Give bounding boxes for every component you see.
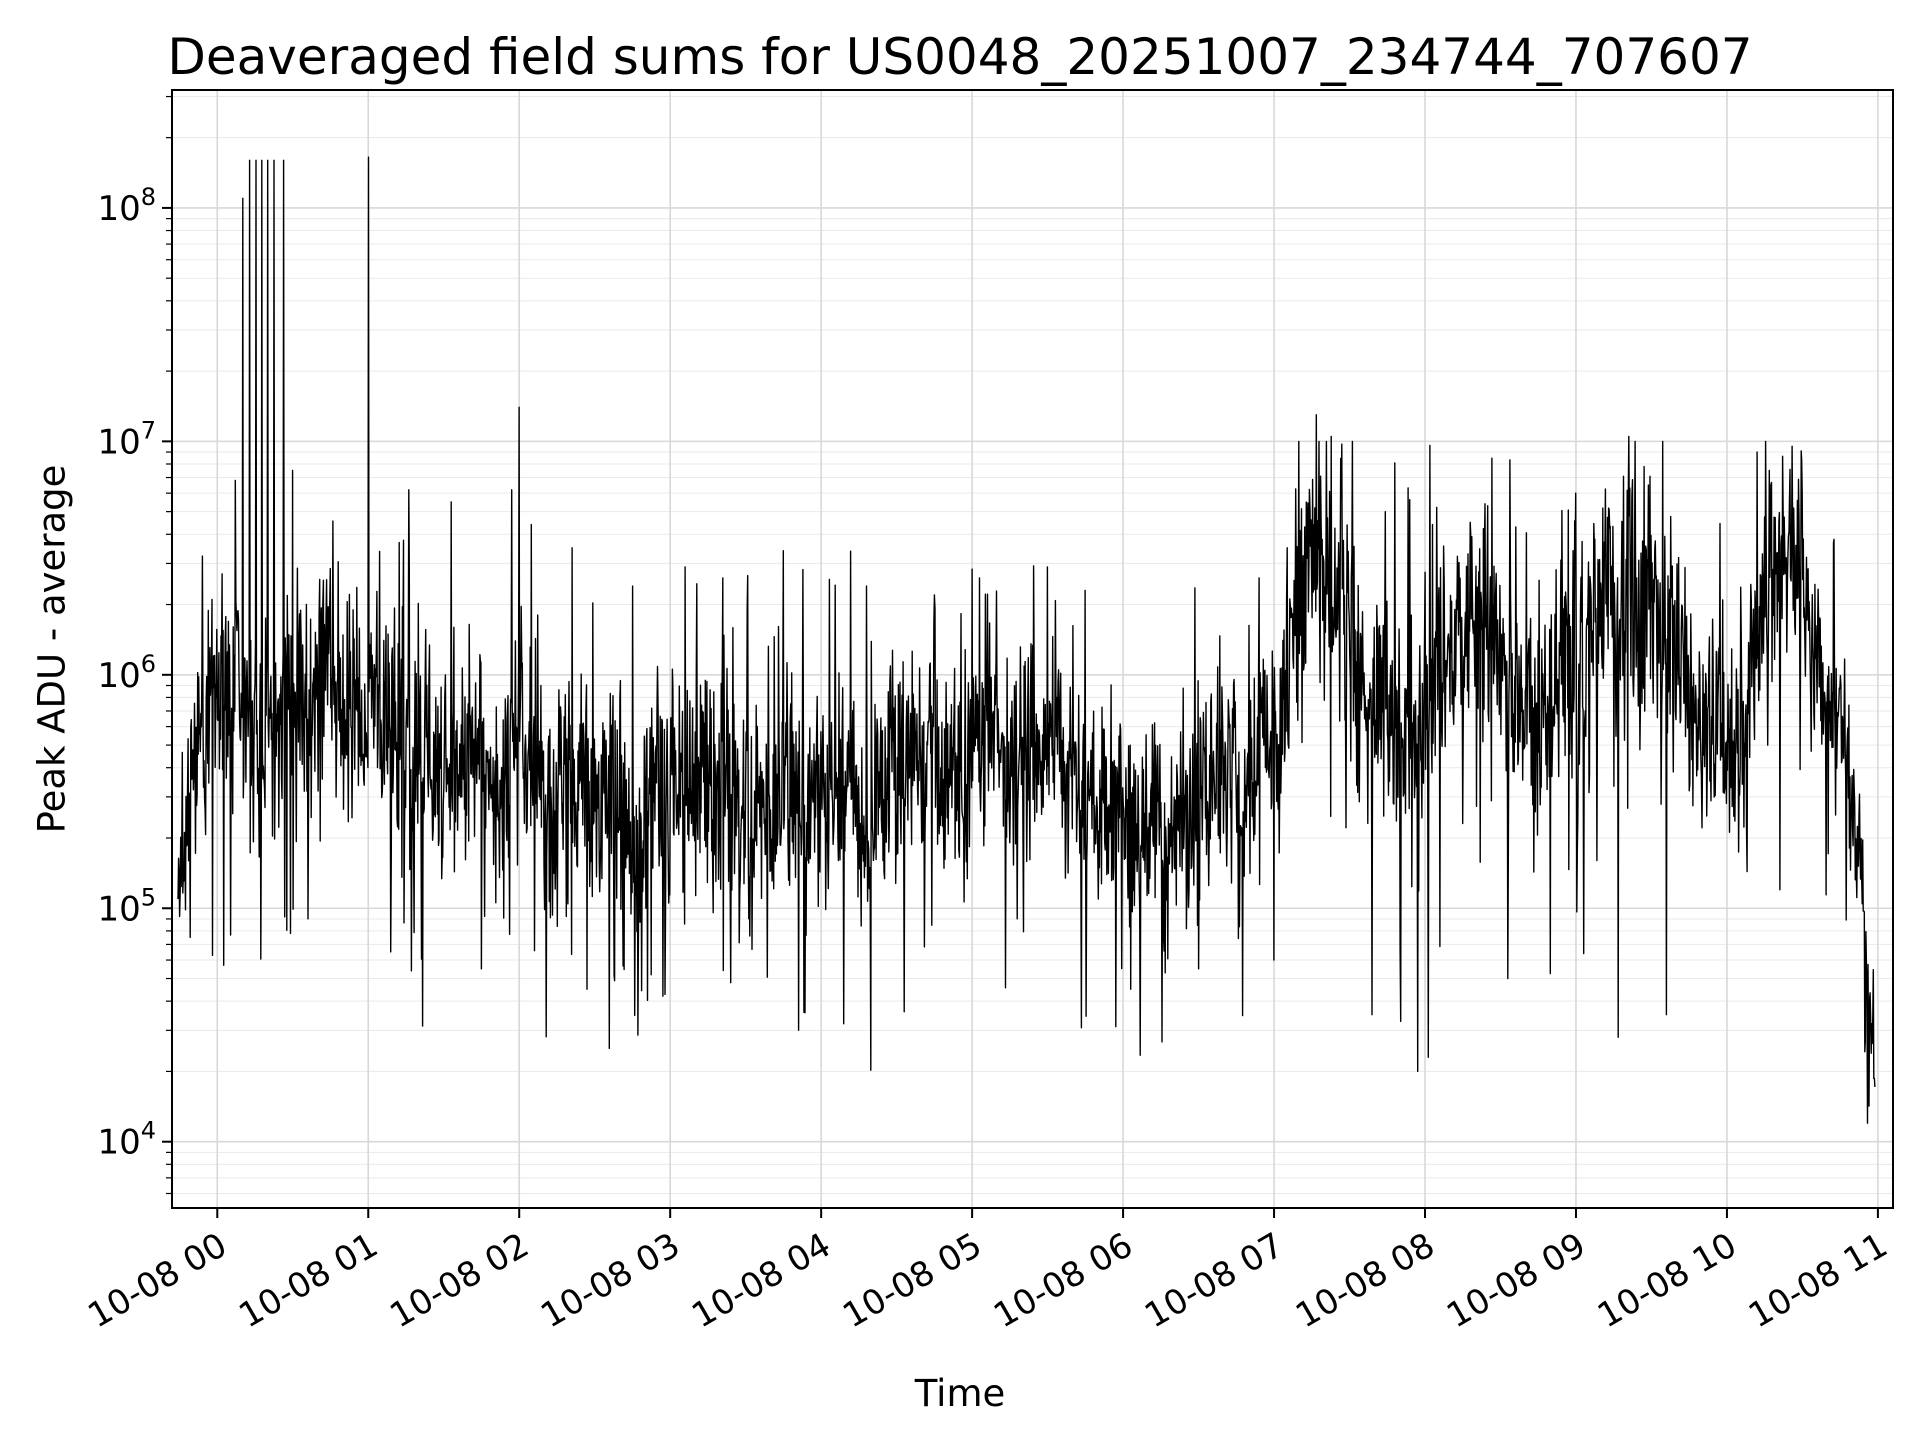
x-tick-label: 10-08 04 (685, 1225, 837, 1336)
y-tick-label: 108 (97, 183, 156, 229)
x-tick-label: 10-08 07 (1138, 1225, 1290, 1336)
x-tick-label: 10-08 00 (81, 1225, 233, 1336)
y-tick-labels: 104 105 106 107 108 (97, 183, 156, 1163)
x-tick-label: 10-08 01 (232, 1225, 384, 1336)
x-tick-label: 10-08 06 (987, 1225, 1139, 1336)
y-tick-label: 105 (97, 883, 156, 929)
y-tick-label: 106 (97, 650, 156, 696)
x-tick-label: 10-08 11 (1742, 1225, 1894, 1336)
x-tick-label: 10-08 05 (836, 1225, 988, 1336)
chart-title: Deaveraged field sums for US0048_2025100… (167, 28, 1753, 86)
x-tick-label: 10-08 10 (1591, 1225, 1743, 1336)
x-axis-label: Time (914, 1372, 1006, 1415)
x-tick-label: 10-08 03 (534, 1225, 686, 1336)
y-tick-label: 104 (97, 1117, 156, 1163)
tick-marks (162, 95, 1879, 1218)
series-line (177, 156, 1876, 1124)
axes-spines (171, 89, 1894, 1209)
x-tick-label: 10-08 02 (383, 1225, 535, 1336)
x-tick-label: 10-08 09 (1440, 1225, 1592, 1336)
y-tick-label: 107 (97, 416, 156, 462)
x-tick-label: 10-08 08 (1289, 1225, 1441, 1336)
